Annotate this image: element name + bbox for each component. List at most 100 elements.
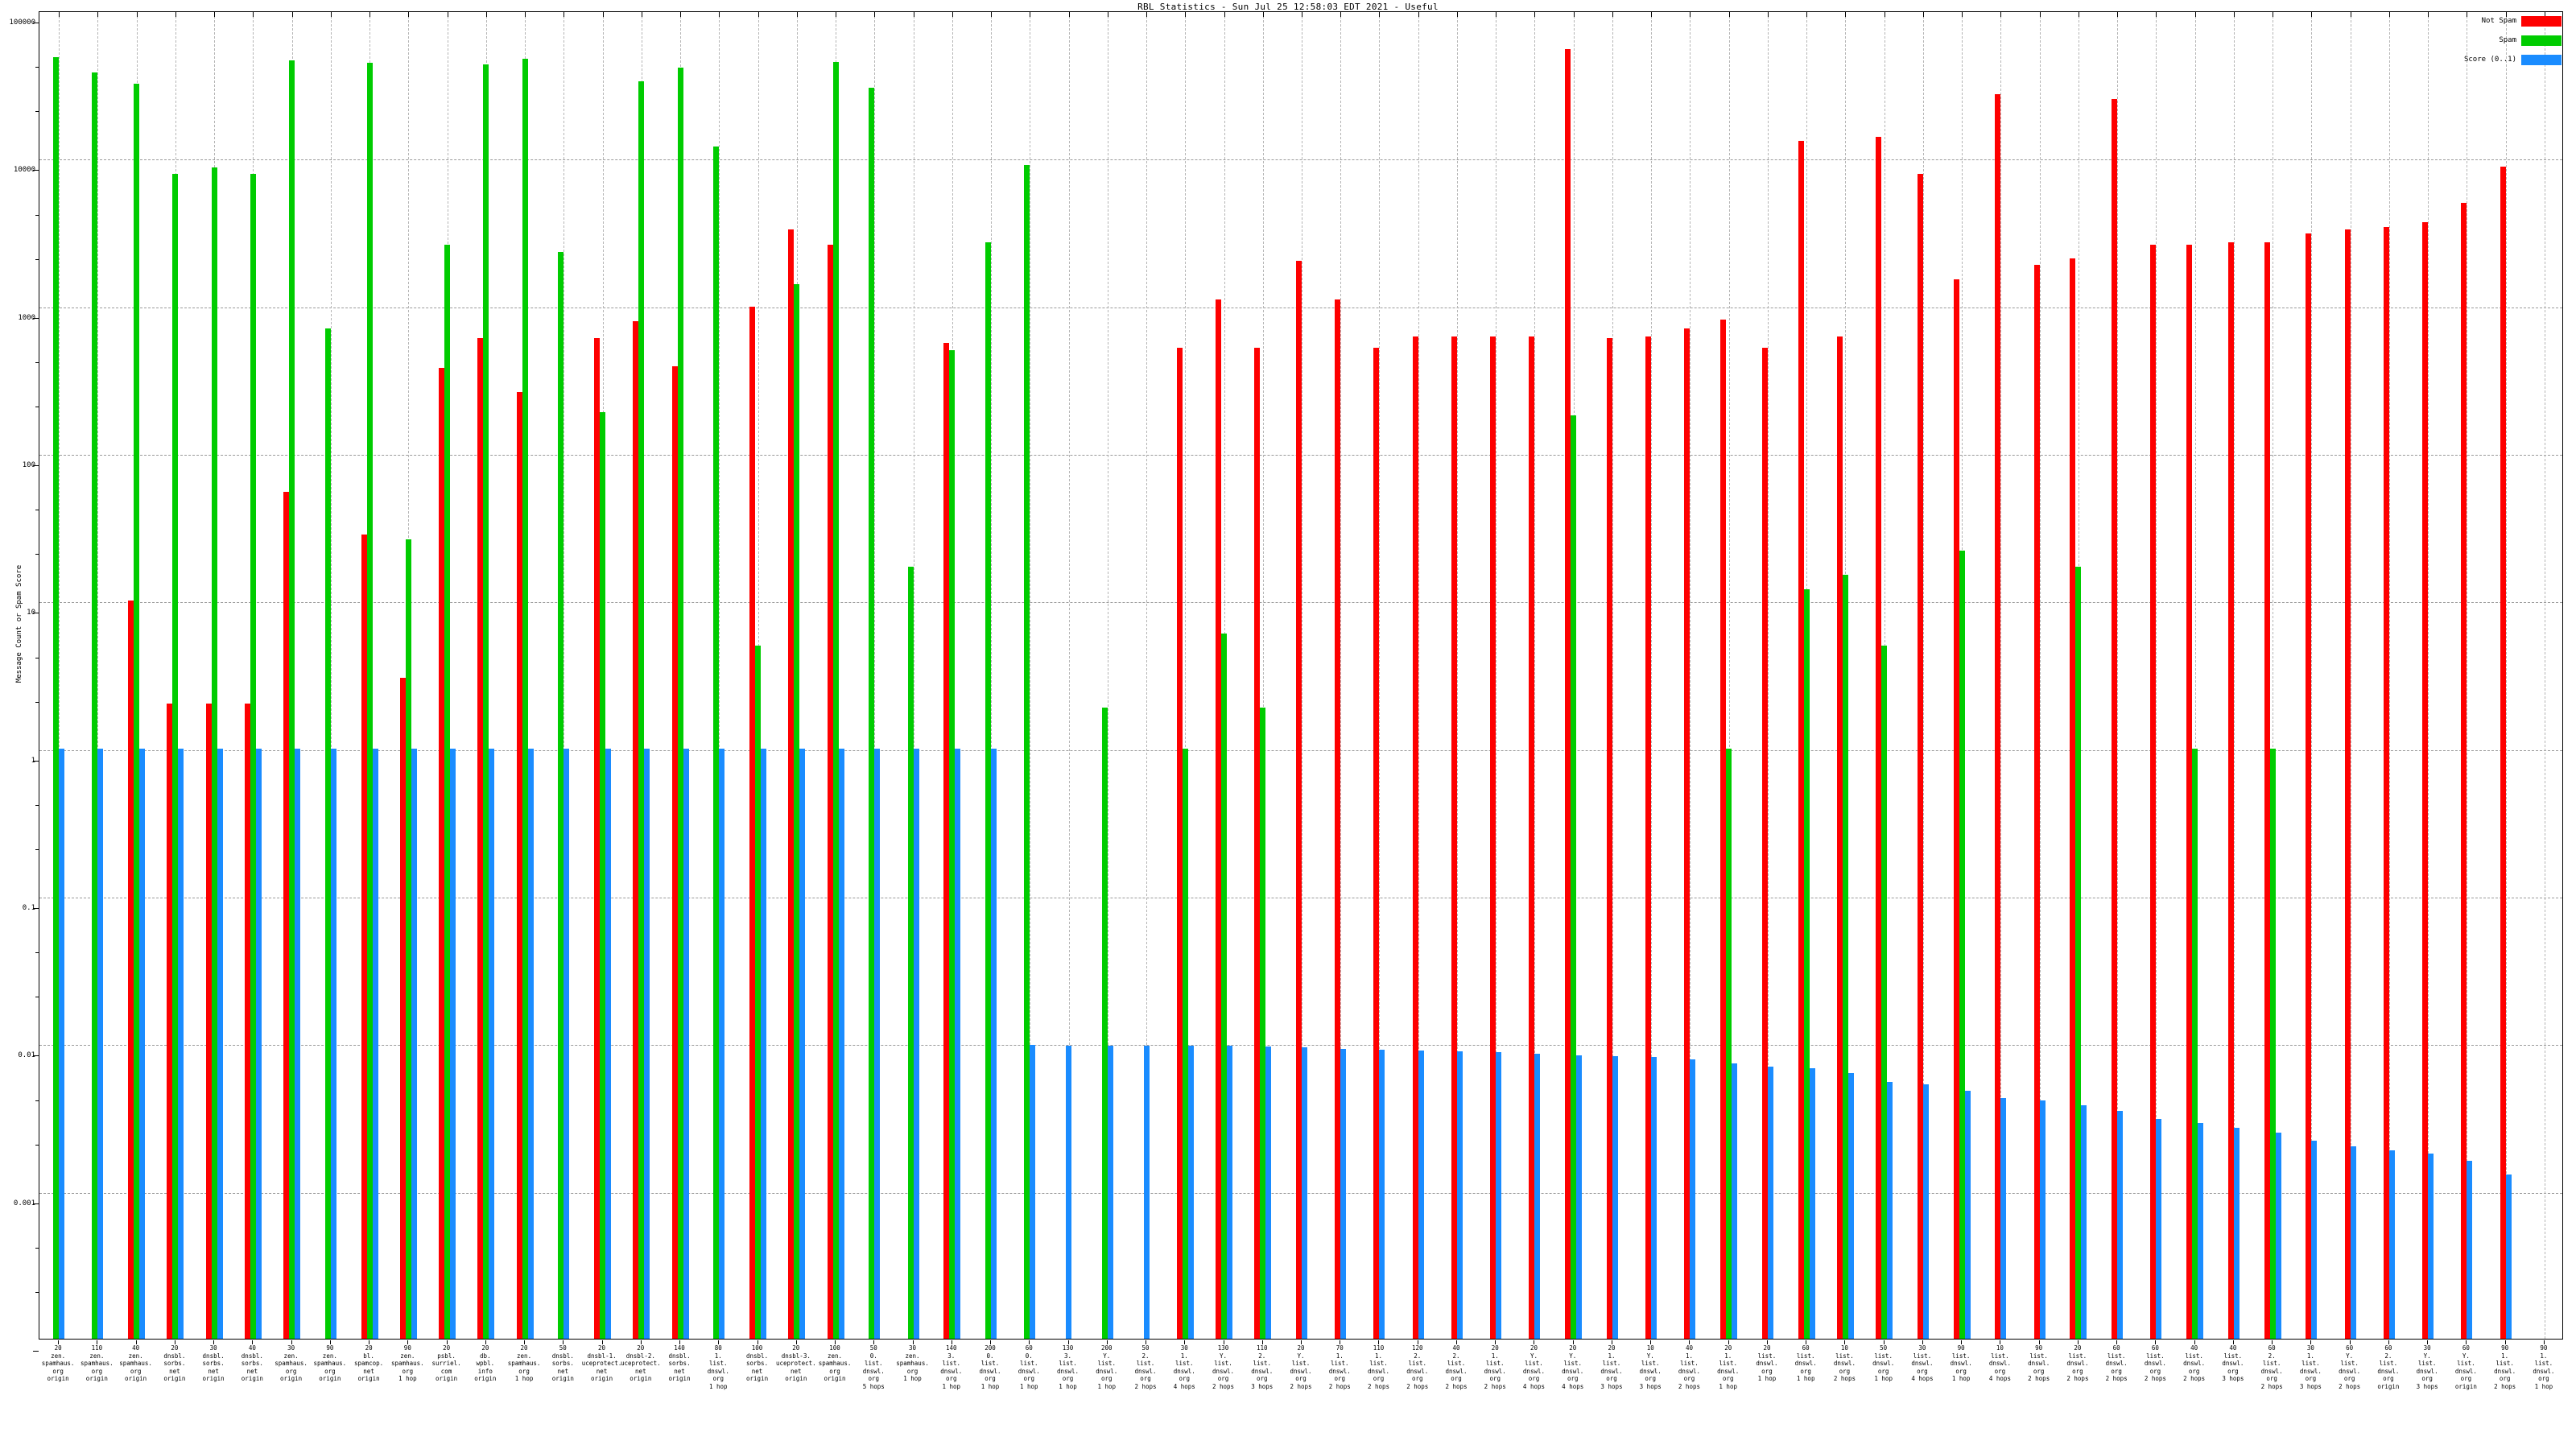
x-axis-tick-label: 130 Y. list. dnswl. org 2 hops [1212,1344,1234,1390]
x-axis-tick [2504,1340,2506,1344]
x-label-line: origin [551,1375,574,1382]
plot-top-tick [369,12,371,17]
x-label-line: 2 hops [2144,1375,2166,1382]
legend-entry-score[interactable]: Score (0..1) [2433,52,2562,68]
bar-score [991,748,997,1339]
bar-score [2039,1100,2046,1339]
x-label-line: org [1683,1375,1695,1382]
x-label-line: 1. [1724,1352,1732,1360]
x-axis-tick-label: 20 zen. spamhaus. org origin [42,1344,75,1383]
x-label-line: dnsbl-3. [781,1352,811,1360]
x-label-code: 30 [209,1344,217,1352]
x-axis-tick-label: 40 list. dnswl. org 2 hops [2183,1344,2205,1383]
x-label-line: net [169,1367,180,1375]
x-label-line: spamhaus. [41,1360,75,1367]
bar-spam [134,83,140,1339]
x-label-line: list. [1447,1360,1466,1367]
x-label-line: list. [2496,1360,2514,1367]
x-label-line: Y. [1219,1352,1228,1360]
x-label-line: list. [1214,1360,1232,1367]
bar-not-spam [2422,221,2429,1339]
x-axis-tick [291,1340,292,1344]
x-axis-tick [679,1340,681,1344]
x-label-line: dnswl. [1290,1367,1312,1375]
x-axis-tick [873,1340,875,1344]
x-label-line: list. [2185,1352,2203,1360]
x-label-line: net [751,1367,763,1375]
x-label-line: org [2266,1375,2277,1382]
x-label-line: dnswl. [1988,1360,2011,1367]
gridline-vertical [719,12,720,1339]
legend-entry-not_spam[interactable]: Not Spam [2433,13,2562,29]
x-label-line: 2 hops [1290,1382,1312,1390]
x-label-code: 90 [326,1344,334,1352]
x-label-code: 20 [171,1344,179,1352]
plot-top-tick [2428,12,2429,17]
x-label-line: dnswl. [1600,1367,1623,1375]
y-axis-tick [33,760,39,762]
x-label-line: uceprotect. [775,1360,816,1367]
plot-top-tick [408,12,410,17]
x-label-code: 30 [287,1344,295,1352]
x-label-line: 3. [947,1352,956,1360]
bar-spam [1101,707,1108,1339]
x-label-line: 1 hop [1059,1382,1077,1390]
x-label-line: 1. [714,1352,722,1360]
x-label-line: 3 hops [1639,1382,1662,1390]
bar-score [1107,1045,1113,1339]
x-label-line: spamcop. [354,1360,384,1367]
bar-not-spam [477,338,484,1339]
x-axis-tick-label: 90 zen. spamhaus. org 1 hop [391,1344,424,1383]
plot-top-tick [1728,12,1730,17]
plot-top-tick [1573,12,1575,17]
bar-not-spam [244,704,250,1339]
x-label-line: 2 hops [1134,1382,1157,1390]
x-label-line: dnswl. [1445,1367,1468,1375]
bar-score [450,748,456,1339]
bar-not-spam [1296,261,1302,1339]
x-label-line: org [1606,1375,1617,1382]
x-label-line: list. [2262,1360,2281,1367]
x-axis-tick-label: 40 zen. spamhaus. org origin [119,1344,152,1383]
x-label-line: sorbs. [163,1360,186,1367]
x-label-line: 0. [869,1352,877,1360]
x-label-line: list. [1913,1352,1932,1360]
y-axis-minor-tick [35,1292,39,1294]
bar-not-spam [2186,244,2193,1339]
bar-not-spam [1490,336,1496,1339]
bar-not-spam [2112,99,2118,1339]
x-label-line: info [477,1367,493,1375]
x-label-line: 2 hops [1406,1382,1429,1390]
x-label-line: 1. [2501,1352,2509,1360]
x-label-line: uceprotect. [581,1360,622,1367]
x-label-line: 3 hops [2416,1382,2438,1390]
x-label-line: 1 hop [1796,1375,1815,1382]
x-label-line: 2 hops [2339,1382,2361,1390]
x-axis-tick [1184,1340,1186,1344]
bar-spam [638,81,645,1339]
x-label-code: 30 [1918,1344,1926,1352]
x-label-line: db. [480,1352,491,1360]
bar-not-spam [516,391,522,1339]
x-label-line: sorbs. [668,1360,691,1367]
x-label-code: 30 [2306,1344,2314,1352]
y-axis-minor-tick [35,952,39,954]
legend-entry-spam[interactable]: Spam [2433,32,2562,48]
bar-score [1143,1045,1150,1339]
x-label-line: 2 hops [2260,1382,2283,1390]
x-axis-tick-label: 90 1. list. dnswl. org 2 hops [2494,1344,2516,1390]
x-axis-tick-label: 20 1. list. dnswl. org 3 hops [1600,1344,1622,1390]
x-label-line: origin [474,1375,497,1382]
plot-top-tick [2156,12,2157,17]
x-axis-tick-label: 30 1. list. dnswl. org 3 hops [2300,1344,2322,1390]
x-label-line: org [2111,1367,2122,1375]
bar-not-spam [2306,233,2312,1339]
x-axis-tick [1106,1340,1108,1344]
plot-top-tick [1262,12,1264,17]
x-label-line: dnswl. [2533,1367,2555,1375]
x-axis-tick [2155,1340,2157,1344]
y-axis-tick [33,465,39,466]
x-label-line: dnswl. [2105,1360,2128,1367]
x-label-line: 3 hops [1251,1382,1274,1390]
x-label-line: list. [1059,1360,1077,1367]
